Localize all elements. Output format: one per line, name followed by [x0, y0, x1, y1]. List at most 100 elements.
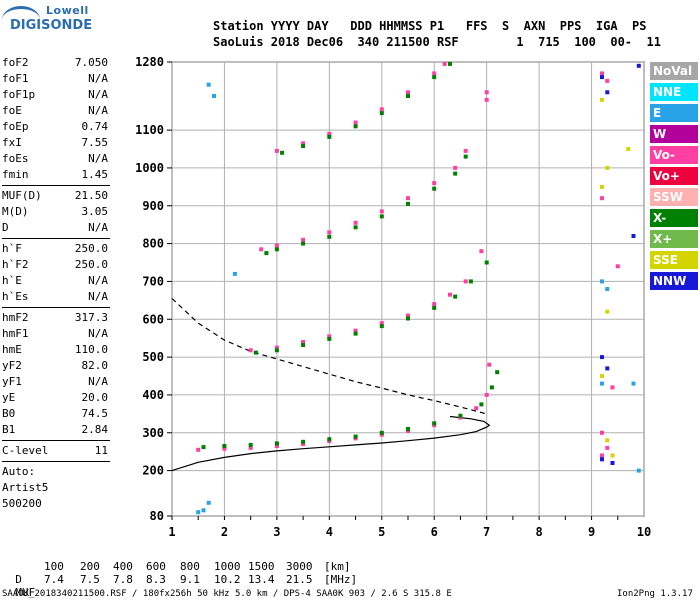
param-row: hmF2 317.3	[2, 310, 110, 326]
echo-point	[274, 345, 279, 350]
logo-line2: DIGISONDE	[10, 18, 93, 33]
param-row: fxI 7.55	[2, 135, 110, 151]
echo-point	[453, 165, 458, 170]
chart-axes: 1 2 3 4 5 6 7 8 9 10 80 200 300 400 500 600 700 800 900 100…	[135, 55, 651, 539]
param-label: h`F	[2, 242, 22, 255]
echo-point	[448, 61, 452, 66]
parameter-panel: foF2 7.050 foF1 N/A foF1p N/A foE N/A foEp 0.…	[2, 55, 110, 512]
echo-point	[468, 279, 473, 284]
legend-item: E	[650, 104, 698, 122]
x-tick-label: 7	[483, 525, 490, 539]
echo-point	[406, 316, 410, 321]
param-value: N/A	[88, 88, 108, 101]
param-row: foF1p N/A	[2, 87, 110, 103]
param-value: N/A	[88, 72, 108, 85]
echo-point	[605, 287, 610, 291]
echo-point	[406, 94, 410, 98]
echo-point	[615, 264, 620, 269]
echo-point	[274, 243, 279, 248]
param-divider	[2, 307, 110, 308]
table-cell: 200	[80, 560, 100, 573]
param-row: yF2 82.0	[2, 358, 110, 374]
param-label: M(D)	[2, 205, 29, 218]
echo-point	[274, 247, 279, 252]
param-value: 0.74	[81, 120, 109, 133]
param-row: yF1 N/A	[2, 374, 110, 390]
solid-profile-curve	[171, 415, 491, 472]
echo-point	[327, 131, 332, 136]
echo-point	[463, 148, 468, 153]
echo-point	[484, 260, 489, 265]
legend: NoVal NNE E W Vo- Vo+ SSW X- X+ SSE NNW	[650, 62, 698, 293]
echo-point	[636, 468, 641, 473]
param-row: hmE 110.0	[2, 342, 110, 358]
x-tick-label: 2	[221, 525, 228, 539]
table-cell: 7.8	[113, 573, 133, 586]
x-tick-label: 9	[588, 525, 595, 539]
echo-point	[610, 453, 615, 458]
echo-point	[442, 61, 447, 66]
param-divider	[2, 440, 110, 441]
echo-point	[201, 508, 206, 513]
param-label: foEs	[2, 152, 29, 165]
echo-point	[301, 144, 306, 148]
echo-point	[474, 406, 479, 411]
y-tick-label: 200	[142, 464, 164, 478]
echo-point	[196, 447, 201, 452]
echo-point	[353, 124, 358, 129]
x-tick-label: 5	[378, 525, 385, 539]
echo-point	[327, 334, 332, 339]
echo-point	[379, 214, 384, 219]
echo-point	[406, 427, 410, 431]
echo-point	[600, 457, 604, 462]
echo-point	[406, 196, 410, 201]
param-label: yF1	[2, 375, 22, 388]
param-group-2: MUF(D) 21.50 M(D) 3.05 D N/A	[2, 188, 110, 236]
y-tick-label: 1100	[135, 123, 164, 137]
echo-point	[327, 230, 332, 235]
param-group-1: foF2 7.050 foF1 N/A foF1p N/A foE N/A foEp 0.…	[2, 55, 110, 183]
echo-point	[605, 445, 610, 450]
param-value: 74.5	[81, 407, 109, 420]
echo-point	[432, 305, 437, 310]
param-label: B0	[2, 407, 16, 420]
echo-point	[605, 165, 610, 170]
param-row: B1 2.84	[2, 422, 110, 438]
y-tick-label: 1000	[135, 161, 164, 175]
param-value: 110.0	[74, 343, 108, 356]
param-value: 3.05	[81, 205, 109, 218]
echo-point	[479, 249, 484, 254]
table-cell: 100	[44, 560, 64, 573]
echo-point	[636, 63, 641, 68]
table-cell: 1500	[248, 560, 275, 573]
param-divider	[2, 238, 110, 239]
echo-point	[600, 355, 604, 360]
echo-point	[353, 220, 358, 225]
x-tick-label: 3	[273, 525, 280, 539]
legend-item: X+	[650, 230, 698, 248]
echo-point	[484, 90, 489, 95]
echo-point	[301, 340, 306, 344]
echo-point	[453, 294, 458, 299]
table-cell: 1000	[214, 560, 241, 573]
param-value: N/A	[88, 290, 108, 303]
param-label: yE	[2, 391, 16, 404]
header-line2: SaoLuis 2018 Dec06 340 211500 RSF 1 715 …	[213, 35, 661, 49]
param-label: hmF2	[2, 311, 29, 324]
table-cell: 8.3	[146, 573, 166, 586]
param-divider	[2, 461, 110, 462]
param-row: foE N/A	[2, 103, 110, 119]
param-label: MUF(D)	[2, 189, 42, 202]
y-tick-label: 500	[142, 350, 164, 364]
echo-point	[379, 430, 384, 435]
param-label: foEp	[2, 120, 29, 133]
legend-item: NoVal	[650, 62, 698, 80]
param-row: h`E N/A	[2, 273, 110, 289]
table-cell: 9.1	[180, 573, 200, 586]
echo-point	[600, 71, 604, 76]
table-cell: 600	[146, 560, 166, 573]
echo-point	[600, 279, 604, 284]
echo-point	[222, 446, 227, 451]
auto-method: Artist5	[2, 481, 49, 494]
echo-point	[631, 234, 636, 238]
